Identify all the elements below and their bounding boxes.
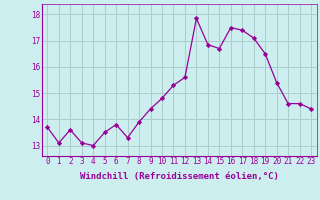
X-axis label: Windchill (Refroidissement éolien,°C): Windchill (Refroidissement éolien,°C) (80, 172, 279, 181)
